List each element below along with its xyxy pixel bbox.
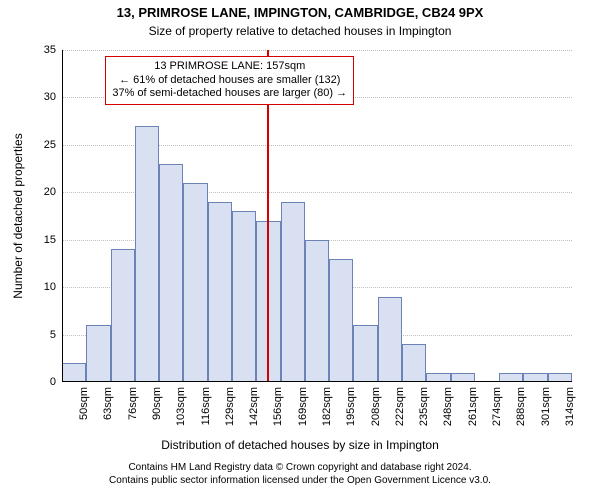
x-tick-label: 156sqm bbox=[272, 387, 284, 426]
y-tick-label: 10 bbox=[34, 281, 56, 293]
x-tick-label: 76sqm bbox=[127, 387, 139, 420]
chart-title: 13, PRIMROSE LANE, IMPINGTON, CAMBRIDGE,… bbox=[0, 5, 600, 21]
x-tick-label: 288sqm bbox=[515, 387, 527, 426]
x-tick-label: 142sqm bbox=[248, 387, 260, 426]
x-tick-label: 222sqm bbox=[394, 387, 406, 426]
histogram-bar bbox=[159, 164, 183, 382]
plot-area: 13 PRIMROSE LANE: 157sqm ← 61% of detach… bbox=[62, 50, 572, 382]
x-tick-label: 248sqm bbox=[442, 387, 454, 426]
x-tick-label: 129sqm bbox=[224, 387, 236, 426]
x-tick-label: 301sqm bbox=[540, 387, 552, 426]
y-tick-label: 5 bbox=[34, 329, 56, 341]
histogram-bar bbox=[329, 259, 353, 382]
histogram-bar bbox=[305, 240, 329, 382]
histogram-bar bbox=[111, 249, 135, 382]
x-tick-label: 103sqm bbox=[175, 387, 187, 426]
y-tick-label: 0 bbox=[34, 376, 56, 388]
x-tick-label: 50sqm bbox=[78, 387, 90, 420]
x-tick-label: 63sqm bbox=[102, 387, 114, 420]
x-tick-label: 261sqm bbox=[467, 387, 479, 426]
x-tick-label: 182sqm bbox=[321, 387, 333, 426]
y-axis-line bbox=[62, 50, 63, 382]
histogram-bar bbox=[232, 211, 256, 382]
chart-container: 13, PRIMROSE LANE, IMPINGTON, CAMBRIDGE,… bbox=[0, 0, 600, 500]
histogram-bar bbox=[135, 126, 159, 382]
credits: Contains HM Land Registry data © Crown c… bbox=[0, 462, 600, 487]
x-tick-label: 208sqm bbox=[370, 387, 382, 426]
x-tick-label: 195sqm bbox=[345, 387, 357, 426]
chart-subtitle: Size of property relative to detached ho… bbox=[0, 24, 600, 38]
histogram-bar bbox=[281, 202, 305, 382]
histogram-bar bbox=[353, 325, 377, 382]
y-axis-label: Number of detached properties bbox=[11, 133, 25, 298]
x-tick-label: 116sqm bbox=[200, 387, 212, 425]
y-tick-label: 30 bbox=[34, 91, 56, 103]
histogram-bar bbox=[402, 344, 426, 382]
histogram-bar bbox=[208, 202, 232, 382]
x-tick-label: 274sqm bbox=[491, 387, 503, 426]
x-tick-label: 169sqm bbox=[297, 387, 309, 426]
y-tick-label: 35 bbox=[34, 44, 56, 56]
x-axis-line bbox=[62, 381, 572, 382]
x-tick-label: 235sqm bbox=[418, 387, 430, 426]
annotation-box: 13 PRIMROSE LANE: 157sqm ← 61% of detach… bbox=[105, 56, 354, 105]
y-tick-label: 25 bbox=[34, 139, 56, 151]
y-tick-label: 15 bbox=[34, 234, 56, 246]
annotation-line-3: 37% of semi-detached houses are larger (… bbox=[112, 87, 347, 101]
histogram-bar bbox=[62, 363, 86, 382]
x-tick-label: 90sqm bbox=[151, 387, 163, 420]
gridline bbox=[62, 50, 572, 51]
credits-line-1: Contains HM Land Registry data © Crown c… bbox=[0, 462, 600, 475]
annotation-line-2: ← 61% of detached houses are smaller (13… bbox=[112, 74, 347, 88]
histogram-bar bbox=[183, 183, 207, 382]
credits-line-2: Contains public sector information licen… bbox=[0, 475, 600, 488]
annotation-line-1: 13 PRIMROSE LANE: 157sqm bbox=[112, 60, 347, 74]
x-tick-label: 314sqm bbox=[564, 387, 576, 426]
histogram-bar bbox=[86, 325, 110, 382]
x-axis-label: Distribution of detached houses by size … bbox=[0, 438, 600, 452]
histogram-bar bbox=[378, 297, 402, 382]
y-tick-label: 20 bbox=[34, 186, 56, 198]
